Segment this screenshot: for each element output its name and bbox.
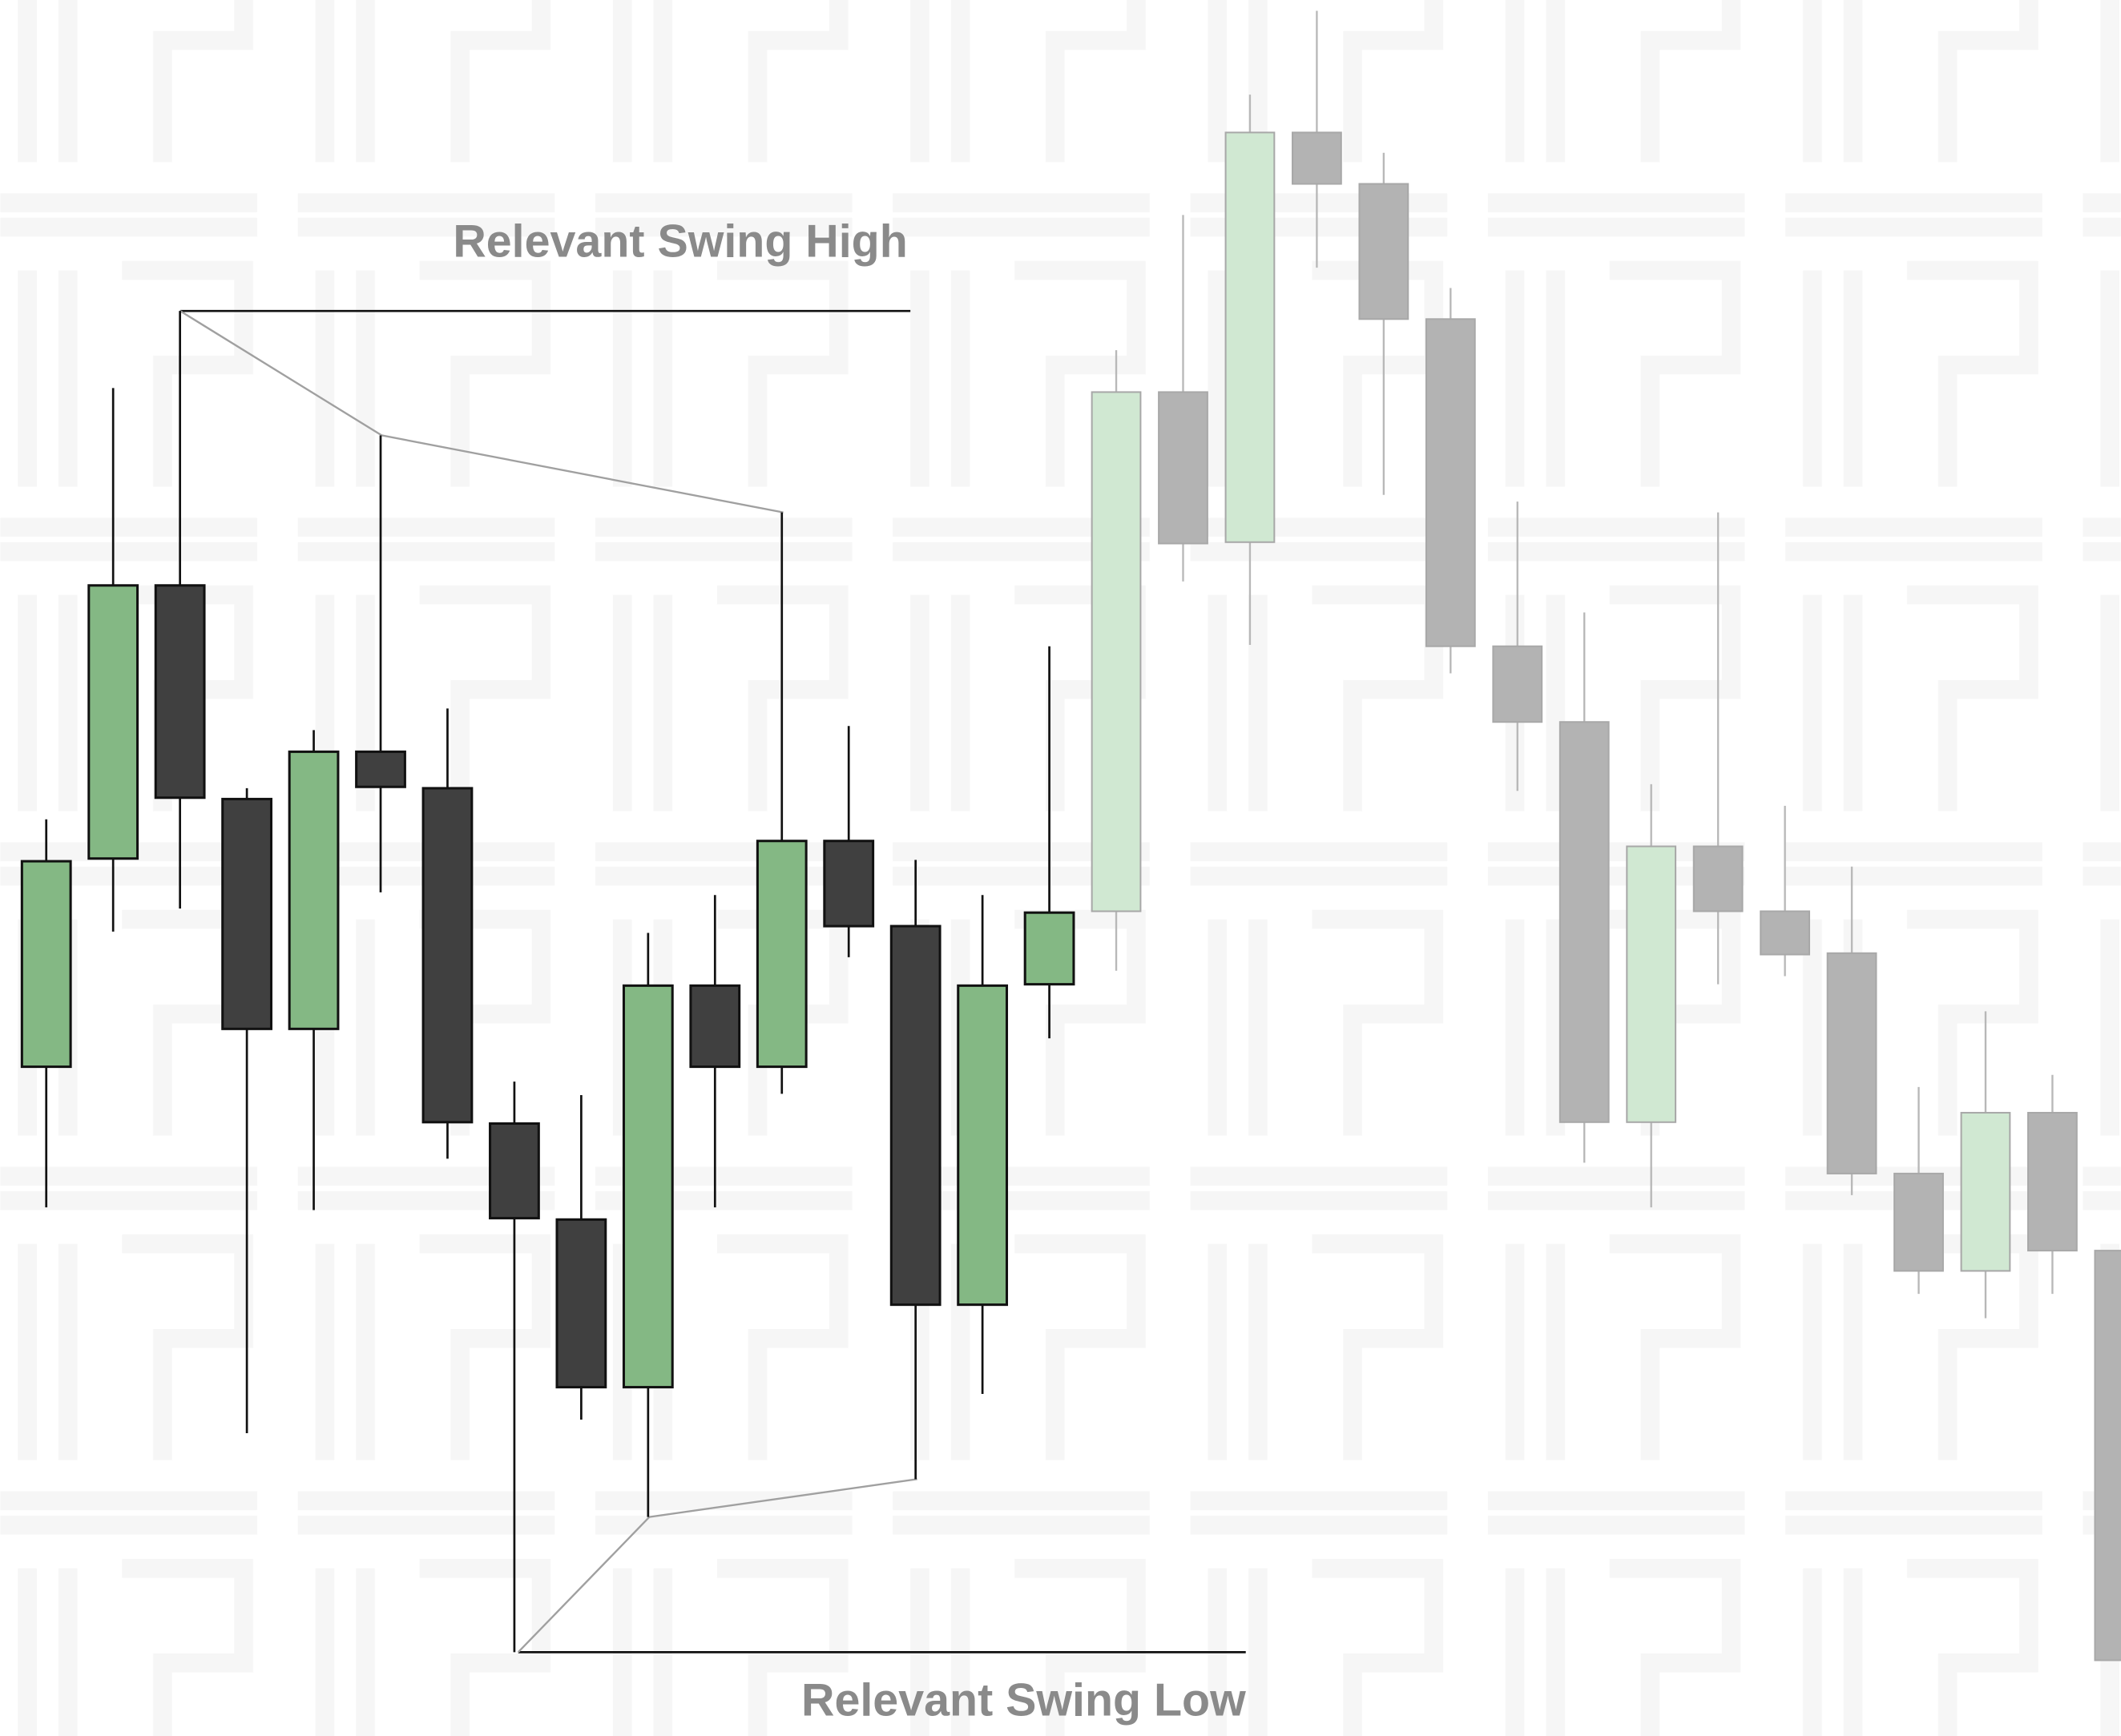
candle-body: [1091, 391, 1142, 912]
candle-body: [889, 924, 942, 1307]
candle-body: [1626, 845, 1677, 1123]
candle-body: [689, 984, 741, 1069]
annotation: Relevant Swing Low: [801, 1675, 1246, 1726]
candle-body: [2027, 1111, 2078, 1252]
candle-body: [756, 840, 808, 1069]
candle-body: [20, 860, 72, 1069]
candle-body: [1558, 721, 1610, 1123]
candle-body: [1023, 911, 1075, 986]
swing-low-connector: [517, 1478, 917, 1653]
candle-body: [1893, 1172, 1944, 1272]
candle-body: [154, 584, 206, 800]
candle-body: [1826, 952, 1877, 1174]
candles: [20, 10, 2121, 1661]
candle-body: [421, 787, 474, 1124]
candle-body: [1224, 131, 1276, 543]
candle-body: [489, 1122, 540, 1220]
candle-body: [1292, 131, 1342, 185]
candle-body: [823, 840, 875, 928]
annotation: Relevant Swing High: [453, 216, 907, 268]
candle-body: [1760, 910, 1810, 956]
candle-body: [221, 797, 272, 1030]
candle-body: [1960, 1111, 2011, 1272]
candle-body: [555, 1218, 607, 1389]
candle-body: [1358, 183, 1409, 320]
candle-body: [288, 750, 340, 1030]
candle-body: [622, 984, 674, 1389]
candle-body: [1492, 645, 1543, 723]
candle-body: [957, 984, 1009, 1307]
candle-body: [2094, 1250, 2121, 1661]
candle-body: [1692, 845, 1744, 912]
candle-body: [1158, 391, 1208, 545]
candle-body: [1425, 318, 1476, 647]
candle-body: [87, 584, 139, 860]
candle-body: [355, 750, 406, 788]
